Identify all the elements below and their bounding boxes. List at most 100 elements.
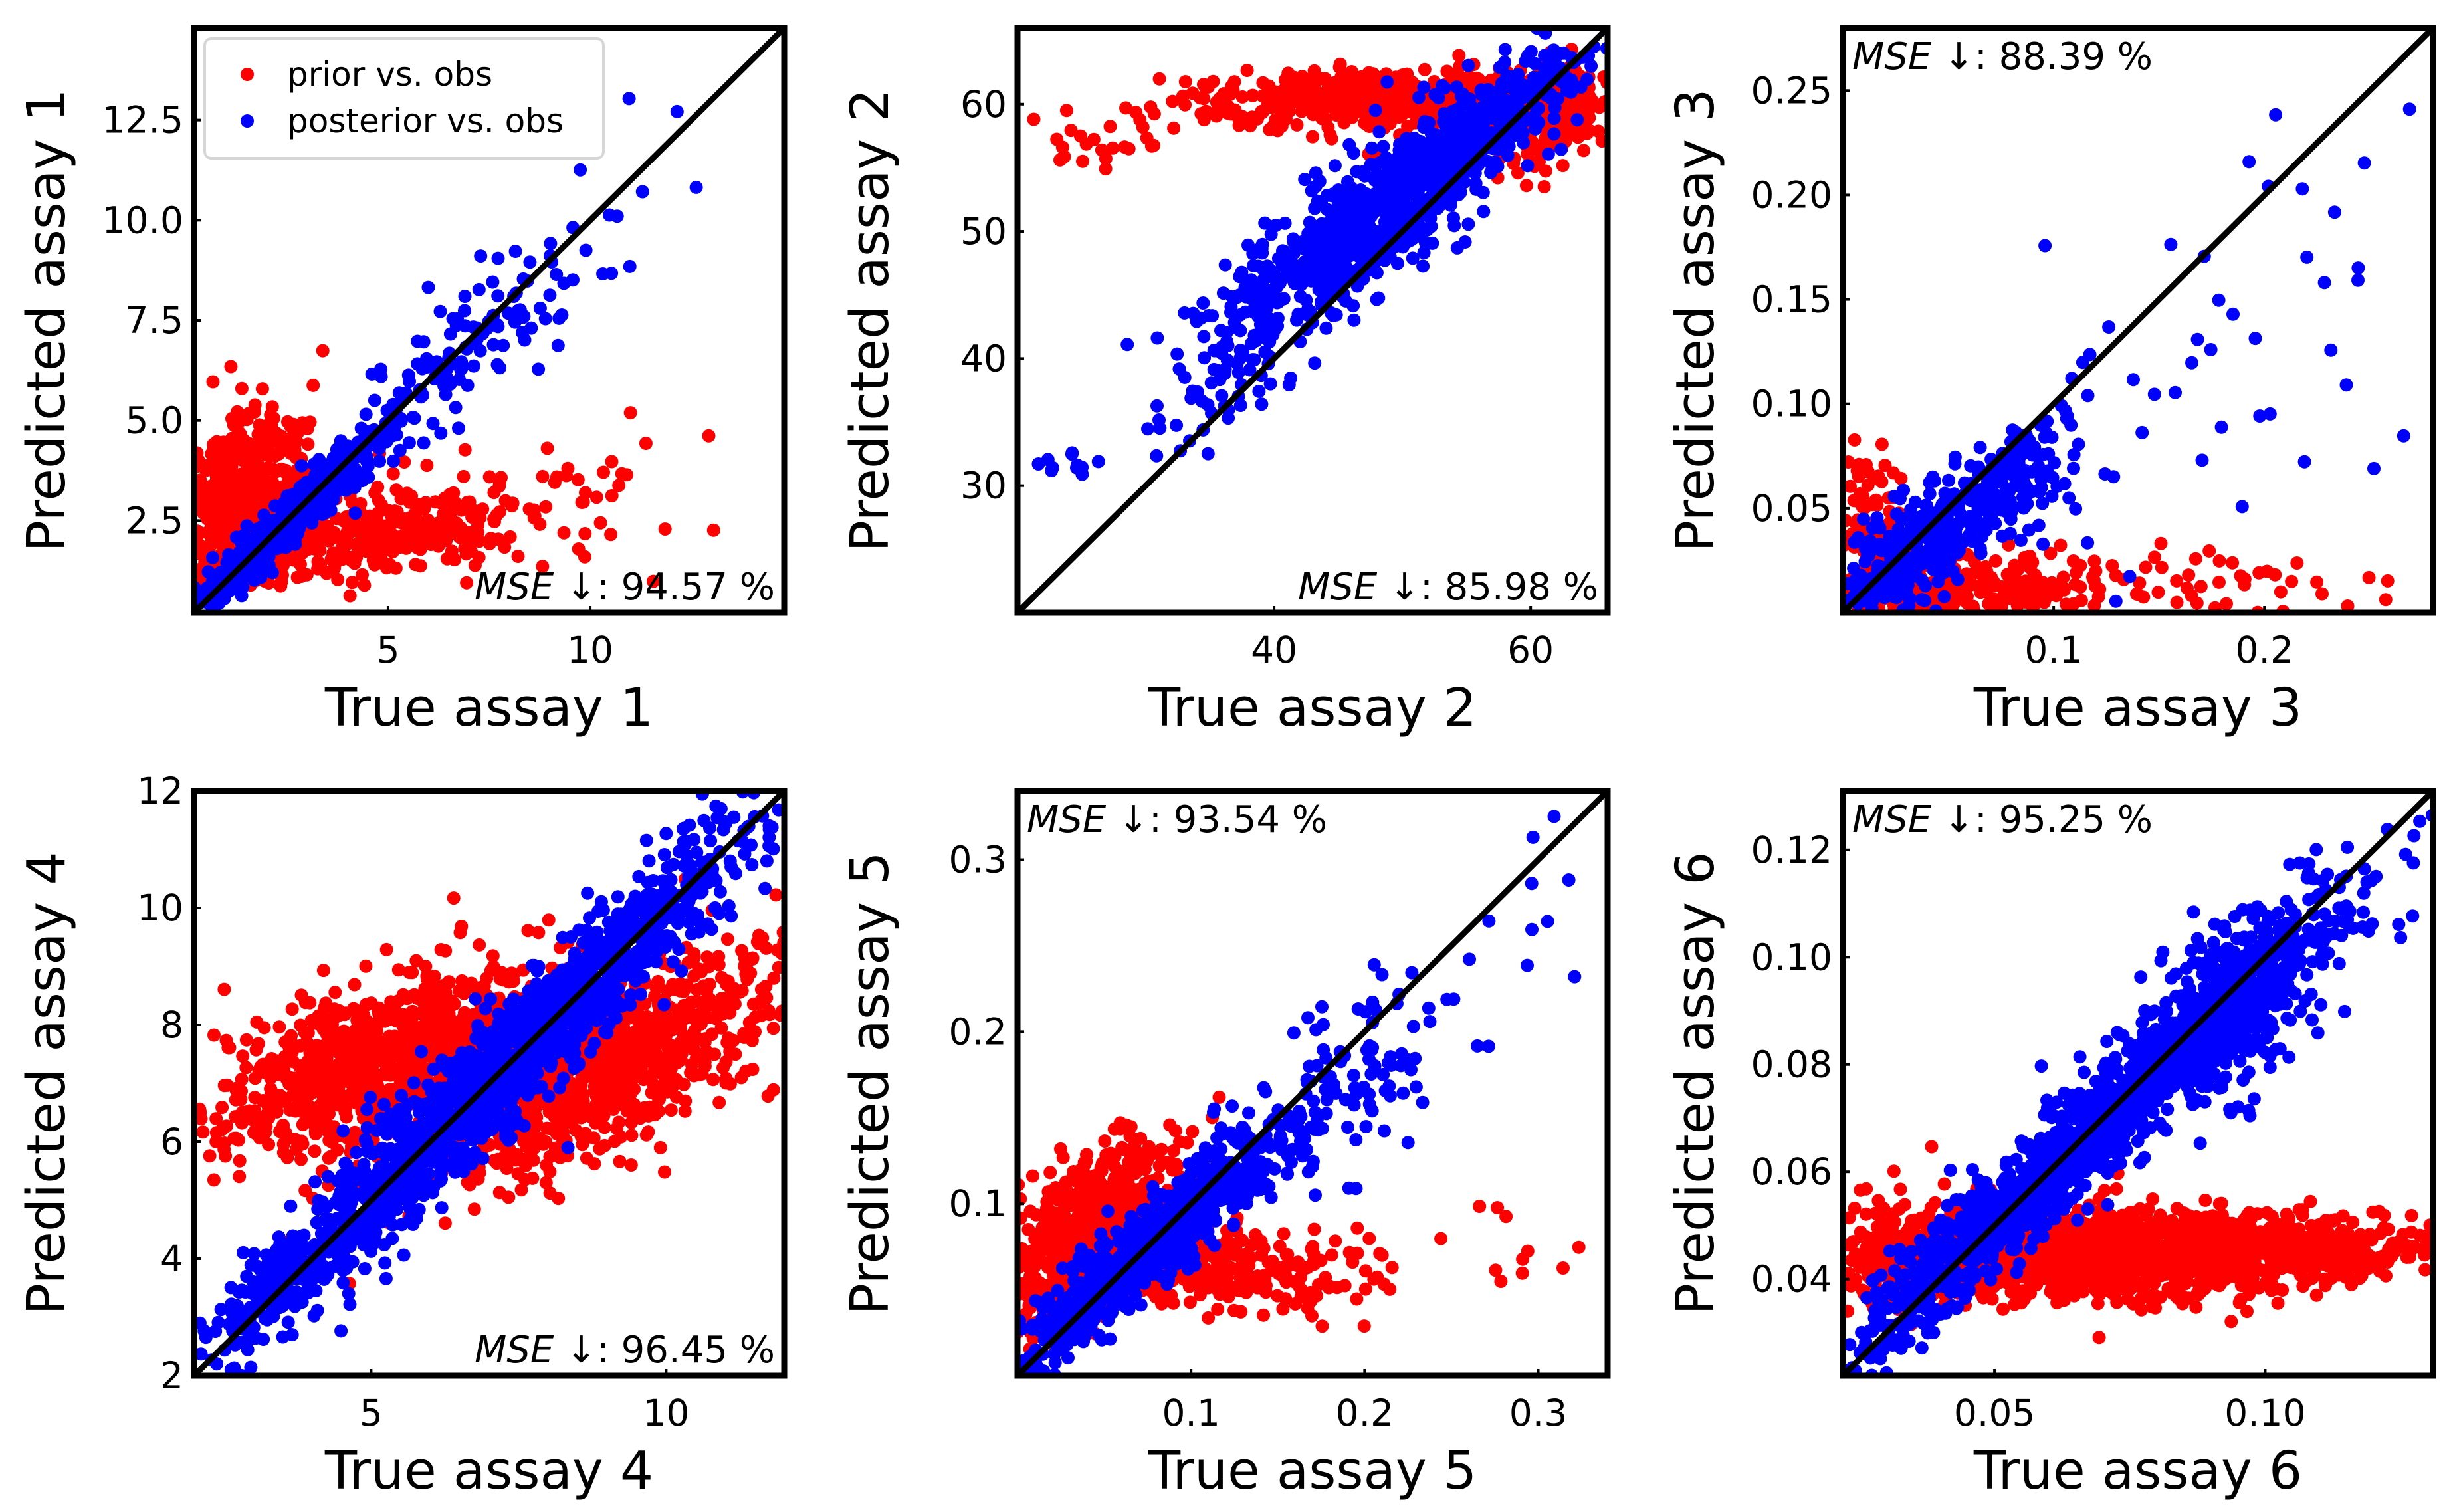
mse-value: 88.39 % bbox=[1999, 35, 2153, 78]
prior-point bbox=[1099, 162, 1113, 176]
prior-point bbox=[503, 530, 517, 544]
prior-point bbox=[262, 461, 276, 475]
posterior-point bbox=[1902, 599, 1916, 613]
prior-point bbox=[2151, 586, 2165, 599]
posterior-point bbox=[2327, 205, 2341, 219]
posterior-point bbox=[2032, 518, 2046, 532]
prior-point bbox=[1577, 144, 1590, 158]
posterior-point bbox=[1214, 324, 1227, 338]
mse-colon: : bbox=[1974, 35, 1999, 78]
posterior-point bbox=[1301, 227, 1315, 241]
prior-point bbox=[294, 1018, 308, 1032]
posterior-point bbox=[1428, 88, 1442, 102]
posterior-point bbox=[1305, 184, 1319, 198]
prior-point bbox=[1152, 72, 1166, 86]
posterior-point bbox=[1469, 177, 1483, 191]
prior-point bbox=[1178, 75, 1192, 88]
prior-point bbox=[203, 490, 217, 504]
posterior-point bbox=[1241, 238, 1255, 252]
prior-point bbox=[2060, 597, 2073, 611]
prior-point bbox=[1129, 106, 1143, 120]
posterior-point bbox=[2107, 470, 2121, 484]
posterior-point bbox=[1402, 167, 1416, 181]
prior-point bbox=[623, 406, 637, 420]
mse-space bbox=[1377, 566, 1389, 609]
prior-point bbox=[593, 516, 607, 530]
prior-point bbox=[507, 967, 521, 981]
posterior-point bbox=[1942, 538, 1956, 552]
posterior-point bbox=[1994, 467, 2008, 480]
mse-label: MSE bbox=[475, 566, 554, 609]
posterior-point bbox=[623, 259, 637, 273]
prior-point bbox=[1848, 433, 1862, 447]
posterior-point bbox=[474, 249, 488, 263]
posterior-point bbox=[1317, 274, 1331, 288]
posterior-point bbox=[1230, 356, 1244, 370]
prior-point bbox=[369, 1051, 383, 1065]
prior-point bbox=[1210, 95, 1224, 109]
posterior-point bbox=[1406, 231, 1420, 245]
posterior-point bbox=[2003, 526, 2017, 540]
prior-point bbox=[327, 1012, 341, 1026]
plot-frame bbox=[1840, 25, 2436, 616]
posterior-point bbox=[2081, 536, 2095, 550]
prior-point bbox=[440, 552, 454, 566]
prior-point bbox=[1408, 106, 1422, 120]
posterior-point bbox=[1300, 260, 1314, 274]
prior-point bbox=[356, 568, 369, 582]
prior-point bbox=[397, 455, 411, 469]
posterior-point bbox=[1207, 362, 1221, 376]
posterior-point bbox=[2109, 594, 2123, 608]
prior-point bbox=[2274, 585, 2288, 599]
posterior-point bbox=[1327, 308, 1340, 322]
posterior-point bbox=[1981, 492, 1994, 506]
posterior-point bbox=[312, 453, 326, 467]
prior-point bbox=[233, 1154, 247, 1168]
prior-point bbox=[1076, 154, 1089, 168]
mse-label: MSE bbox=[1298, 566, 1378, 609]
posterior-point bbox=[2076, 356, 2089, 370]
posterior-point bbox=[1333, 209, 1347, 223]
prior-point bbox=[431, 539, 445, 553]
posterior-point bbox=[1883, 572, 1896, 586]
posterior-point bbox=[2212, 293, 2226, 307]
legend-box bbox=[203, 37, 605, 160]
posterior-point bbox=[2300, 250, 2314, 264]
posterior-point bbox=[1416, 150, 1430, 163]
prior-point bbox=[1556, 159, 1570, 173]
prior-point bbox=[302, 1053, 315, 1067]
prior-point bbox=[225, 453, 239, 467]
prior-point bbox=[293, 1079, 307, 1093]
posterior-point bbox=[1263, 377, 1277, 391]
posterior-point bbox=[2038, 239, 2052, 253]
prior-point bbox=[498, 540, 512, 554]
posterior-point bbox=[1511, 68, 1525, 81]
prior-point bbox=[1269, 85, 1283, 99]
posterior-point bbox=[2317, 276, 2331, 290]
prior-point bbox=[242, 441, 256, 455]
posterior-point bbox=[407, 411, 421, 425]
y-axis-label: Predicted assay 3 bbox=[1665, 88, 1726, 552]
prior-point bbox=[263, 1091, 276, 1105]
posterior-point bbox=[2147, 387, 2161, 401]
prior-point bbox=[209, 1112, 223, 1126]
legend-posterior-label: posterior vs. obs bbox=[287, 102, 564, 140]
x-tick-label: 40 bbox=[1251, 629, 1297, 671]
posterior-point bbox=[1233, 270, 1247, 284]
prior-point bbox=[2066, 554, 2080, 568]
mse-value: 85.98 % bbox=[1445, 566, 1598, 609]
prior-point bbox=[232, 443, 246, 457]
posterior-point bbox=[550, 268, 564, 281]
prior-point bbox=[396, 988, 410, 1002]
posterior-point bbox=[1501, 69, 1514, 83]
posterior-point bbox=[1370, 167, 1384, 181]
prior-point bbox=[434, 496, 448, 510]
identity-line bbox=[1840, 25, 2436, 615]
prior-point bbox=[2202, 544, 2216, 558]
prior-point bbox=[1537, 180, 1551, 193]
prior-point bbox=[2220, 597, 2233, 611]
y-tick-label: 0.10 bbox=[1751, 383, 1832, 425]
prior-point bbox=[262, 1138, 276, 1152]
posterior-point bbox=[1367, 225, 1381, 239]
posterior-point bbox=[1392, 173, 1406, 187]
